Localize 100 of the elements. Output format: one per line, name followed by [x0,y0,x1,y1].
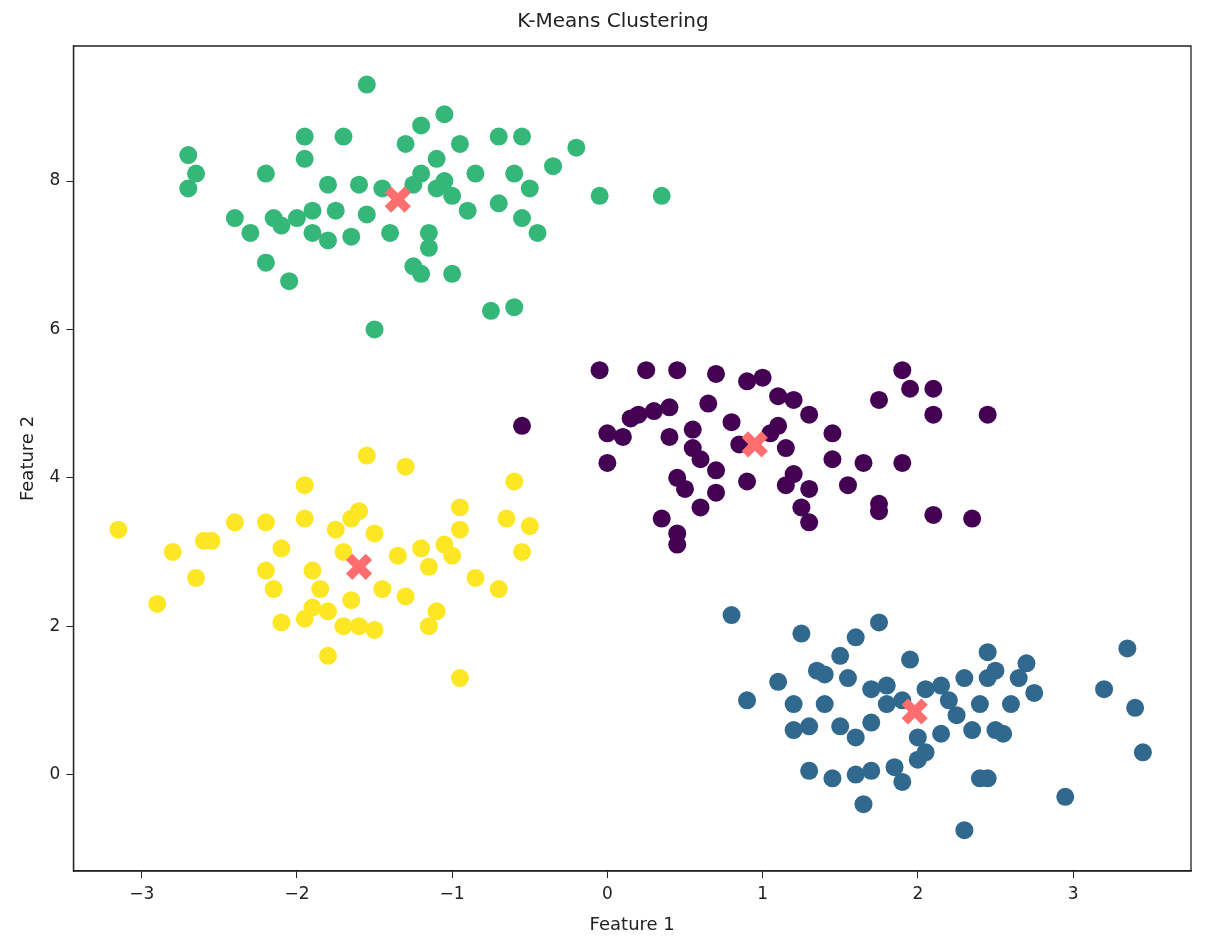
point [707,483,726,502]
point [722,413,741,432]
point [350,502,369,521]
point [637,361,656,380]
chart-title: K-Means Clustering [517,8,709,33]
point [419,223,438,242]
point [893,361,912,380]
point [1095,680,1114,699]
point [365,320,384,339]
point [862,680,881,699]
point [443,264,462,283]
point [893,453,912,472]
point [621,409,640,428]
point [846,728,865,747]
point [862,761,881,780]
point [901,650,920,669]
point [978,643,997,662]
point [187,568,206,587]
point [109,520,128,539]
point [318,602,337,621]
point [272,539,291,558]
point [590,361,609,380]
y-tick-label: 0 [49,762,61,783]
point [939,691,958,710]
point [264,209,283,228]
point [334,542,353,561]
point [272,613,291,632]
point [344,552,374,582]
point [738,691,757,710]
point [916,680,935,699]
point [513,542,531,561]
point [784,695,803,714]
point [287,209,306,228]
y-tick-label: 6 [49,317,61,338]
point [513,416,531,435]
point [893,772,912,791]
point [862,713,881,732]
point [823,424,842,443]
point [412,264,431,283]
point [854,453,873,472]
x-tick-label: 2 [912,882,924,903]
point [256,513,275,532]
point [513,209,531,228]
point [427,149,446,168]
point [924,505,943,524]
point [404,175,423,194]
point [900,697,930,726]
point [489,194,508,213]
point [955,669,974,688]
point [513,127,531,146]
point [466,164,485,183]
point [357,75,376,94]
point [412,539,431,558]
point [924,379,943,398]
point [776,476,795,495]
point [318,175,337,194]
point [668,361,687,380]
point [396,587,415,606]
point [419,238,438,257]
point [520,517,539,536]
point [148,594,167,613]
point [318,231,337,250]
point [870,613,889,632]
point [877,695,896,714]
point [683,420,702,439]
point [489,580,508,599]
point [342,227,361,246]
point [947,706,966,725]
point [901,379,920,398]
point [1126,698,1145,717]
point [691,498,710,517]
point [295,509,314,528]
point [443,546,462,565]
point [388,546,407,565]
point [350,617,369,636]
point [505,164,524,183]
point [303,561,322,580]
point [295,149,314,168]
point [373,580,392,599]
point [435,172,454,191]
point [342,591,361,610]
point [675,479,694,498]
point [520,179,539,198]
point [443,186,462,205]
point [458,201,477,220]
point [699,394,718,413]
point [846,765,865,784]
point [784,721,803,740]
point [295,127,314,146]
point [800,717,819,736]
point [831,646,850,665]
x-tick-label: −1 [439,882,465,903]
point [318,646,337,665]
x-tick-label: 1 [757,882,769,903]
point [256,253,275,272]
point [264,580,283,599]
y-axis-title: Feature 2 [16,415,38,502]
point [383,185,413,214]
point [225,209,244,228]
point [365,524,384,543]
